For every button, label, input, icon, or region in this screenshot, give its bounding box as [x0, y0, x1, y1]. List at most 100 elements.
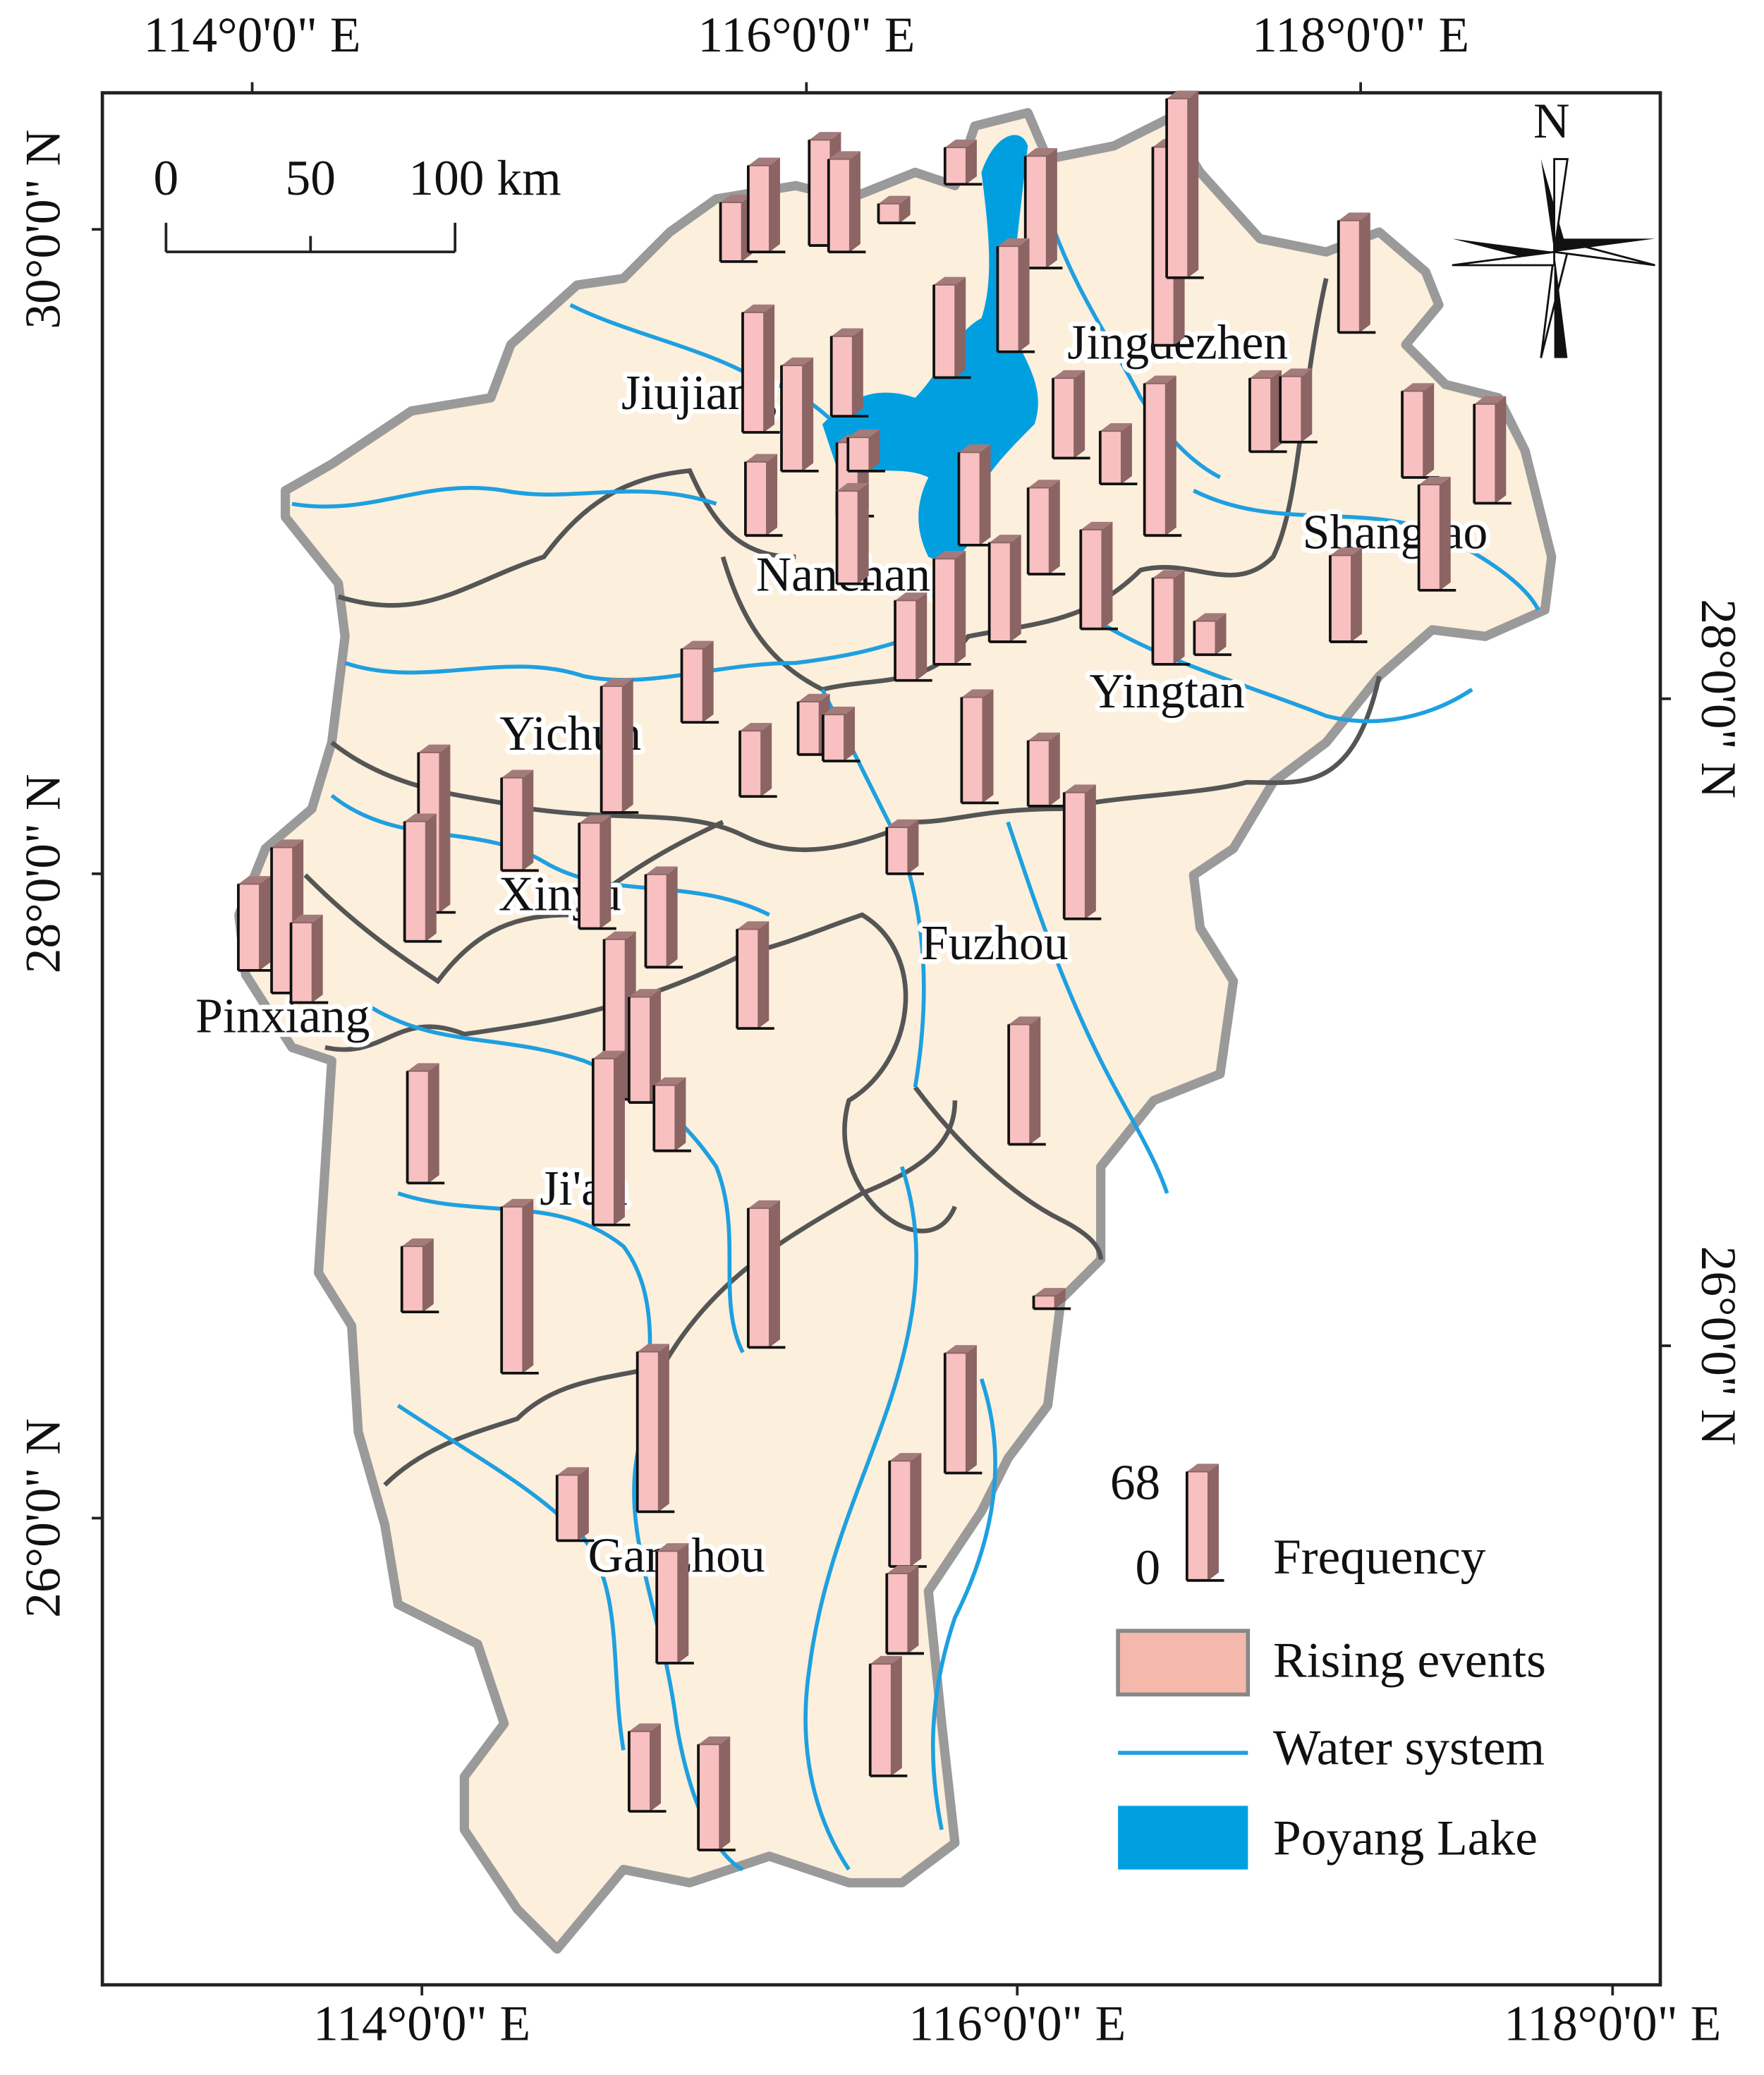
bar-side [422, 1238, 434, 1313]
bar-side [966, 1345, 977, 1473]
graticule-label: 26°0'0" N [15, 1418, 71, 1618]
bar-side [523, 1198, 534, 1373]
legend-label: Poyang Lake [1273, 1810, 1538, 1866]
station [578, 815, 616, 930]
legend-scale-label: 0 [1136, 1540, 1161, 1595]
bar [406, 1070, 430, 1184]
bar-side [1010, 535, 1021, 642]
bar [742, 312, 765, 433]
bar [933, 558, 956, 665]
station [403, 813, 442, 943]
station [888, 1453, 927, 1568]
station [1337, 212, 1376, 334]
bar [645, 873, 668, 968]
bar [1008, 1023, 1031, 1145]
bar-top [1025, 148, 1057, 157]
bar [1186, 1471, 1209, 1581]
graticule-label: 114°0'0" E [144, 7, 361, 63]
bar-side [622, 678, 633, 813]
legend-swatch [1118, 1806, 1248, 1870]
bar-side [578, 1467, 589, 1541]
bar [830, 335, 853, 418]
bar-side [259, 876, 271, 970]
bar [501, 777, 524, 872]
bar [808, 139, 832, 246]
station [1079, 521, 1118, 631]
bar [290, 922, 313, 1004]
bar-top [418, 744, 451, 753]
bar-top [1402, 383, 1435, 391]
bar-side [908, 819, 919, 874]
station [932, 551, 971, 666]
bar-top [645, 866, 678, 875]
bar-side [869, 429, 880, 471]
bar-top [238, 876, 271, 884]
bar-side [1174, 570, 1185, 664]
bar [958, 451, 981, 546]
bar-top [1338, 212, 1370, 221]
bar-top [889, 1453, 922, 1461]
bar-side [1085, 784, 1096, 919]
station [885, 1565, 924, 1655]
bar [1143, 382, 1167, 537]
bar-top [698, 1736, 731, 1745]
station [1279, 368, 1318, 444]
bar-top [628, 989, 662, 997]
bar-side [1018, 238, 1030, 352]
city-label: Shangrao [1303, 505, 1488, 559]
station [289, 914, 329, 1004]
bar-top [1064, 784, 1096, 793]
bar-side [678, 1543, 689, 1664]
station [628, 989, 667, 1105]
station [237, 876, 276, 972]
bar-side [658, 1344, 669, 1512]
bar [1152, 577, 1175, 665]
bar [847, 437, 870, 472]
bar [747, 164, 770, 253]
station [744, 454, 783, 537]
bar [747, 1207, 770, 1349]
bar-top [637, 1344, 669, 1352]
bar [889, 1460, 912, 1567]
station [943, 1345, 983, 1475]
bar [628, 1730, 651, 1813]
bar-top [822, 706, 856, 715]
bar-top [848, 429, 880, 438]
station [957, 444, 997, 547]
bar-top [1152, 570, 1185, 578]
bar [961, 696, 984, 804]
bar-side [844, 706, 856, 761]
bar-top [681, 640, 714, 649]
bar-side [852, 328, 863, 417]
bar [578, 822, 602, 930]
bar-top [628, 1723, 662, 1732]
bar-side [1359, 212, 1370, 333]
bar-side [966, 139, 977, 185]
bar-side [916, 592, 927, 681]
bar-side [428, 1063, 439, 1183]
bar [1033, 1295, 1056, 1310]
station [822, 706, 860, 762]
station [846, 429, 885, 473]
scale-label: 50 [286, 150, 336, 206]
bar-top [407, 1063, 439, 1071]
bar-side [1030, 1016, 1041, 1145]
legend: Frequency Rising events Water system Poy… [1110, 1455, 1546, 1870]
station [644, 866, 683, 969]
bar-side [1440, 476, 1451, 590]
north-label: N [1533, 93, 1570, 149]
bar [1193, 620, 1217, 656]
station [1023, 148, 1063, 269]
bar-side [1423, 383, 1435, 477]
bar [1418, 484, 1441, 591]
bar [739, 730, 762, 798]
station [996, 238, 1035, 353]
bar [271, 846, 294, 994]
station [600, 678, 639, 814]
station [1165, 90, 1204, 279]
bar-top [944, 139, 977, 148]
bar-side [858, 482, 869, 584]
graticule-label: 30°0'0" N [15, 130, 71, 329]
bar-side [1188, 90, 1199, 278]
station [635, 1344, 675, 1514]
